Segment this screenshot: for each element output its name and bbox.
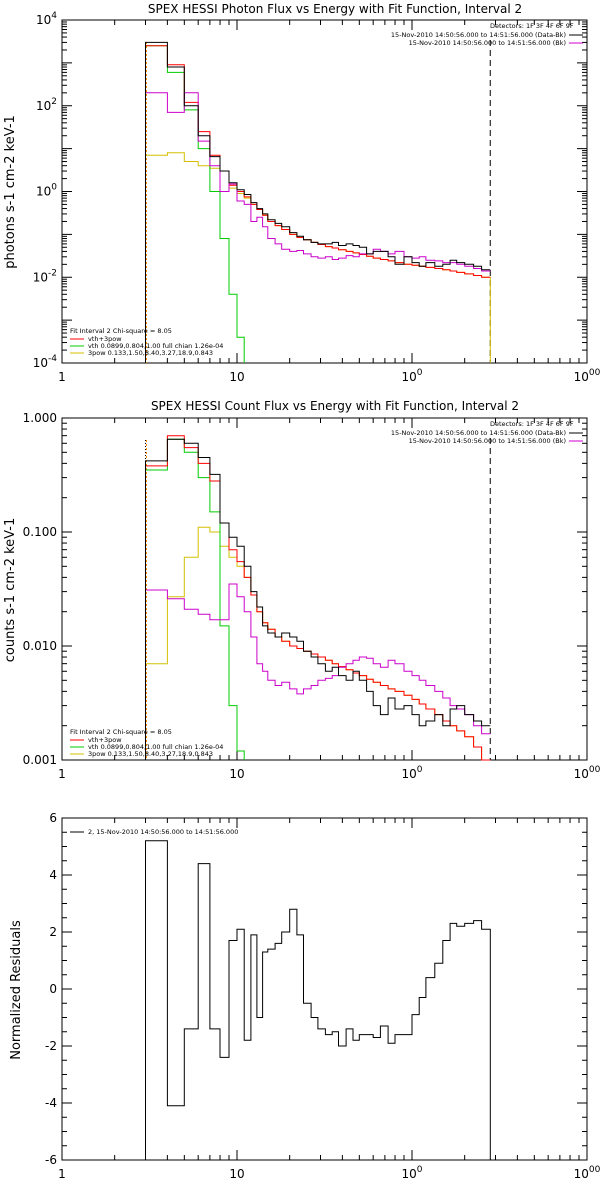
tick-label: 4 bbox=[49, 868, 57, 882]
plot-marks bbox=[145, 840, 491, 1160]
detectors-label: Detectors: 1F 3F 4F 6F 9F bbox=[490, 420, 574, 428]
tick-label: 2 bbox=[49, 925, 57, 939]
series-bk bbox=[145, 583, 491, 760]
series-vth-3pow bbox=[145, 435, 491, 761]
count-flux-panel: SPEX HESSI Count Flux vs Energy with Fit… bbox=[3, 399, 600, 781]
tick-label: 0 bbox=[49, 982, 57, 996]
tick-label: 0.100 bbox=[23, 525, 57, 539]
tick-label: 1.000 bbox=[23, 411, 57, 425]
y-axis-label: Normalized Residuals bbox=[9, 920, 24, 1060]
series-data-bk bbox=[145, 438, 491, 760]
tick-label: 10 bbox=[229, 767, 244, 781]
detectors-label: Detectors: 1F 3F 4F 6F 9F bbox=[490, 22, 574, 30]
fit-info-label: Fit Interval 2 Chi-square = 8.05 bbox=[70, 327, 172, 335]
series-residuals bbox=[145, 840, 491, 1160]
tick-label: 100 bbox=[401, 1165, 422, 1181]
tick-label: 0.010 bbox=[23, 639, 57, 653]
tick-label: -4 bbox=[45, 1096, 57, 1110]
time-label: 15-Nov-2010 14:50:56.000 to 14:51:56.000… bbox=[409, 39, 566, 47]
legend-label: 3pow 0.133,1.50,8.40,3.27,18.9,0.843 bbox=[88, 349, 213, 357]
legend-label: vth+3pow bbox=[88, 335, 122, 343]
series-data-bk bbox=[145, 41, 491, 363]
legend-label: vth 0.0899,0.804,1.00 full chian 1.26e-0… bbox=[88, 743, 223, 751]
plot-marks bbox=[144, 435, 491, 761]
plot-frame bbox=[61, 417, 588, 761]
legend-label: vth+3pow bbox=[88, 736, 122, 744]
plot-marks bbox=[144, 40, 491, 363]
info-box: Detectors: 1F 3F 4F 6F 9F 15-Nov-2010 14… bbox=[391, 22, 583, 47]
legend: 2, 15-Nov-2010 14:50:56.000 to 14:51:56.… bbox=[70, 828, 238, 836]
tick-label: 100 bbox=[36, 183, 57, 199]
legend: Fit Interval 2 Chi-square = 8.05 vth+3po… bbox=[70, 327, 223, 357]
tick-label: 1 bbox=[58, 767, 66, 781]
tick-label: 102 bbox=[36, 97, 57, 113]
series-3pow bbox=[145, 526, 491, 761]
series-bk bbox=[145, 92, 491, 363]
legend-label: vth 0.0899,0.804,1.00 full chian 1.26e-0… bbox=[88, 342, 223, 350]
tick-label: 0.001 bbox=[23, 753, 57, 767]
time-label: 15-Nov-2010 14:50:56.000 to 14:51:56.000… bbox=[391, 31, 566, 39]
chart-title: SPEX HESSI Count Flux vs Energy with Fit… bbox=[151, 399, 519, 413]
y-axis-label: counts s-1 cm-2 keV-1 bbox=[3, 518, 18, 663]
photon-flux-panel: SPEX HESSI Photon Flux vs Energy with Fi… bbox=[3, 2, 600, 384]
axis-ticks: 1 10 100 1000 -6 -4 -2 0 2 4 6 bbox=[45, 811, 600, 1181]
legend-label: 2, 15-Nov-2010 14:50:56.000 to 14:51:56.… bbox=[88, 828, 238, 836]
tick-label: 1000 bbox=[574, 368, 600, 384]
axis-ticks: 1 10 100 1000 10-4 10-2 100 102 104 bbox=[33, 11, 600, 384]
y-axis-label: photons s-1 cm-2 keV-1 bbox=[3, 115, 18, 269]
plot-frame bbox=[61, 817, 588, 1161]
tick-label: 100 bbox=[401, 368, 422, 384]
tick-label: 1000 bbox=[574, 1165, 600, 1181]
tick-label: 104 bbox=[36, 11, 57, 27]
tick-label: 10 bbox=[229, 1167, 244, 1181]
time-label: 15-Nov-2010 14:50:56.000 to 14:51:56.000… bbox=[409, 437, 566, 445]
tick-label: 1 bbox=[58, 1167, 66, 1181]
residuals-panel: Normalized Residuals 1 10 100 1000 -6 -4 -2 0 2 4… bbox=[9, 811, 600, 1181]
tick-label: 1 bbox=[58, 370, 66, 384]
legend-label: 3pow 0.133,1.50,8.40,3.27,18.9,0.843 bbox=[88, 750, 213, 758]
tick-label: -2 bbox=[45, 1039, 57, 1053]
info-box: Detectors: 1F 3F 4F 6F 9F 15-Nov-2010 14… bbox=[391, 420, 583, 445]
fit-info-label: Fit Interval 2 Chi-square = 8.05 bbox=[70, 728, 172, 736]
tick-label: -6 bbox=[45, 1153, 57, 1167]
series-vth-3pow bbox=[145, 45, 491, 363]
tick-label: 6 bbox=[49, 811, 57, 825]
tick-label: 10-2 bbox=[33, 268, 57, 284]
series-vth bbox=[145, 45, 245, 363]
tick-label: 1000 bbox=[574, 765, 600, 781]
time-label: 15-Nov-2010 14:50:56.000 to 14:51:56.000… bbox=[391, 429, 566, 437]
chart-title: SPEX HESSI Photon Flux vs Energy with Fi… bbox=[148, 2, 522, 16]
plot-frame bbox=[61, 19, 588, 364]
tick-label: 10 bbox=[229, 370, 244, 384]
legend: Fit Interval 2 Chi-square = 8.05 vth+3po… bbox=[70, 728, 223, 758]
tick-label: 10-4 bbox=[33, 354, 58, 370]
axis-ticks: 1 10 100 1000 0.001 0.010 0.100 1.000 bbox=[23, 411, 600, 781]
tick-label: 100 bbox=[401, 765, 422, 781]
